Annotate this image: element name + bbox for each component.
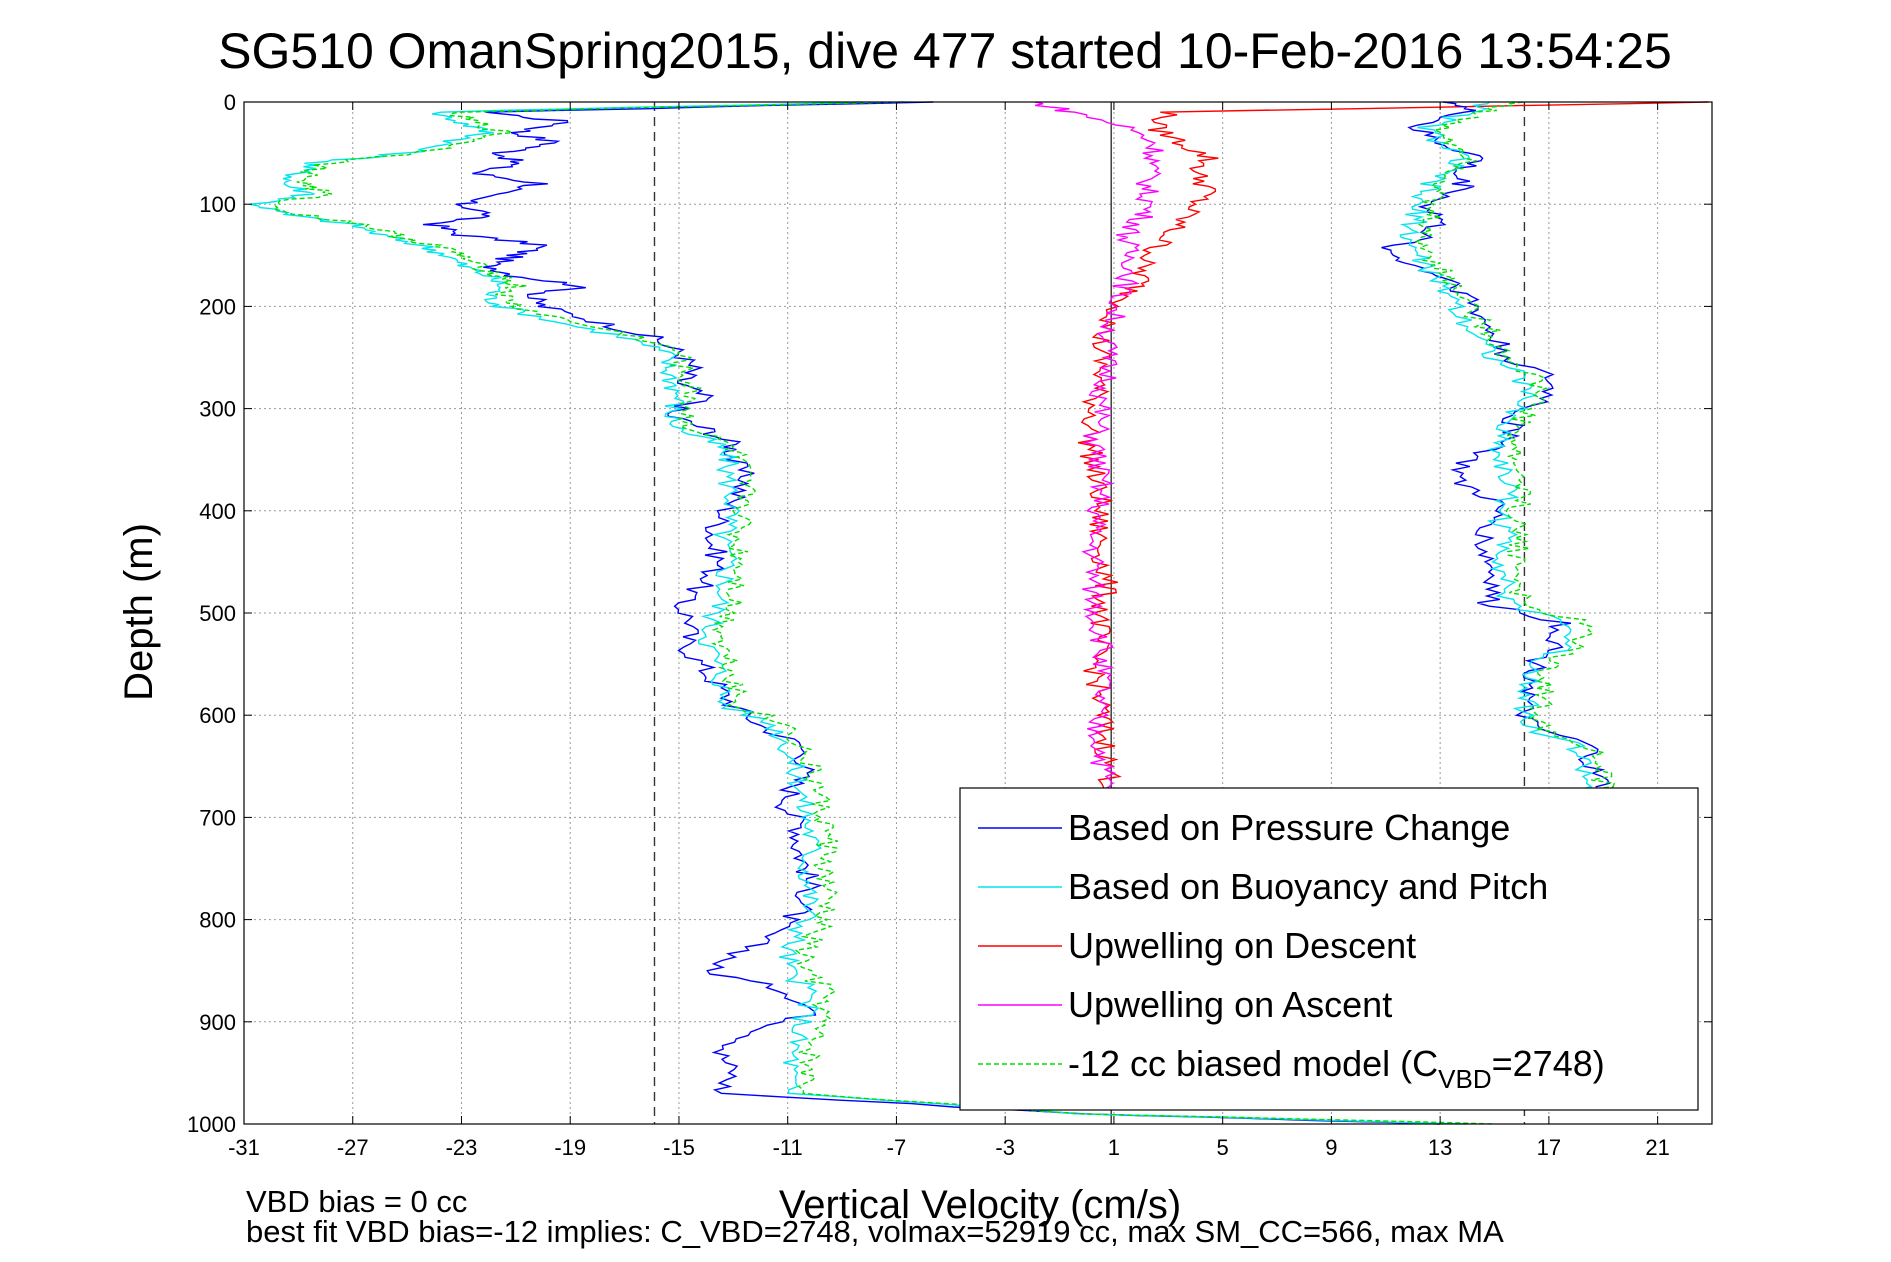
series-line [271,101,1495,1125]
y-tick-label: 800 [199,908,236,933]
y-tick-label: 700 [199,805,236,830]
ticks: -31 -27 -23 -19 -15 -11 -7 -3 1 5 9 13 17 21010020030… [187,90,1712,1160]
x-tick-label: -7 [887,1135,907,1160]
y-axis-title: Depth (m) [117,523,161,701]
y-tick-label: 1000 [187,1112,236,1137]
x-tick-label: 1 [1108,1135,1120,1160]
x-tick-label: 13 [1428,1135,1452,1160]
legend-label: Upwelling on Ascent [1068,984,1392,1025]
y-tick-label: 300 [199,397,236,422]
x-tick-label: 9 [1325,1135,1337,1160]
x-tick-label: 17 [1537,1135,1561,1160]
x-tick-label: -19 [554,1135,586,1160]
series-group [249,101,1709,1125]
legend-label: Upwelling on Descent [1068,925,1416,966]
x-tick-label: -3 [995,1135,1015,1160]
y-tick-label: 900 [199,1010,236,1035]
series-line [1413,101,1616,798]
y-tick-label: 100 [199,192,236,217]
y-tick-label: 600 [199,703,236,728]
y-tick-label: 400 [199,499,236,524]
series-line [1381,101,1613,798]
legend-box [959,787,1699,1111]
x-tick-label: 5 [1217,1135,1229,1160]
x-tick-label: 21 [1645,1135,1669,1160]
x-tick-label: -31 [228,1135,260,1160]
x-tick-label: -15 [663,1135,695,1160]
series-line [422,101,1441,1125]
x-tick-label: -27 [337,1135,369,1160]
y-tick-label: 200 [199,294,236,319]
legend: Based on Pressure Change Based on Buoyanc… [959,787,1699,1111]
x-axis-title: Vertical Velocity (cm/s) [779,1183,1181,1227]
series-line [1034,101,1164,808]
y-tick-label: 500 [199,601,236,626]
legend-label: Based on Buoyancy and Pitch [1068,866,1548,907]
x-tick-label: -11 [773,1135,803,1160]
series-line [1077,101,1709,808]
chart-title: SG510 OmanSpring2015, dive 477 started 1… [218,23,1672,79]
footer-line-1: VBD bias = 0 cc [246,1184,467,1219]
y-tick-label: 0 [224,90,236,115]
footer-line-2: best fit VBD bias=-12 implies: C_VBD=274… [246,1214,1504,1249]
legend-label: Based on Pressure Change [1068,807,1510,848]
x-tick-label: -23 [446,1135,478,1160]
